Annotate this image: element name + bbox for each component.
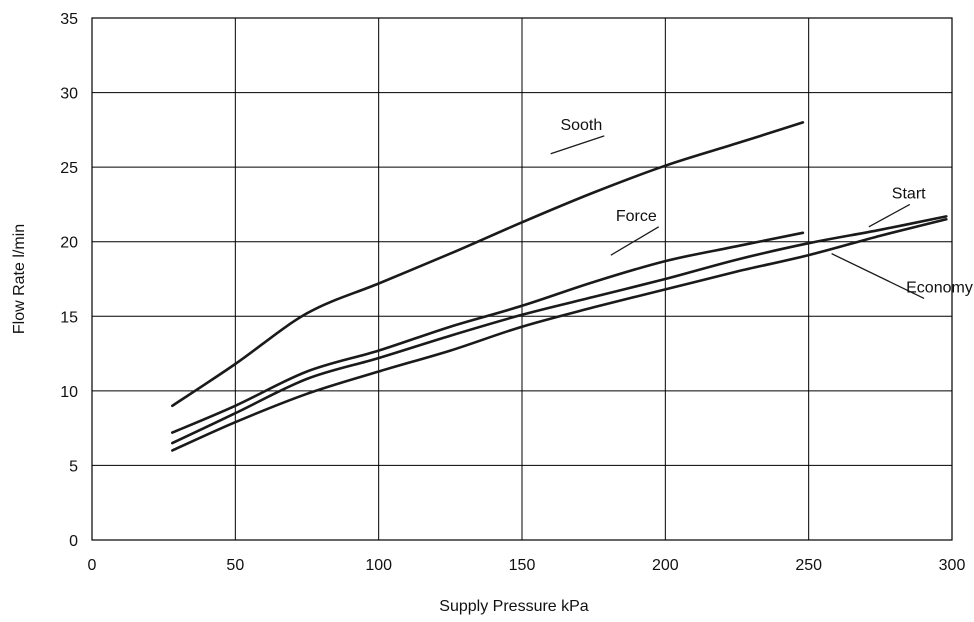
plot-area-frame: [91, 17, 953, 541]
series-line-economy: [171, 218, 948, 452]
x-tick-label: 300: [939, 557, 966, 574]
series-labels: Sooth Force Start Economy: [550, 117, 973, 300]
x-tick-label: 200: [652, 557, 679, 574]
series-line-sooth: [171, 121, 805, 408]
y-axis-title: Flow Rate l/min: [11, 224, 28, 334]
x-tick-label: 250: [795, 557, 822, 574]
y-axis-ticks: 0 5 10 15 20 25 30 35: [60, 11, 78, 550]
leader-line-economy: [831, 253, 925, 300]
x-tick-label: 50: [226, 557, 244, 574]
y-tick-label: 30: [60, 86, 78, 103]
series-lines: [171, 121, 948, 452]
series-label-force: Force: [616, 208, 657, 225]
x-tick-label: 0: [88, 557, 97, 574]
x-tick-label: 150: [509, 557, 536, 574]
y-tick-label: 25: [60, 160, 78, 177]
series-label-start: Start: [892, 185, 926, 202]
grid-lines: [91, 17, 953, 541]
x-axis-ticks: 0 50 100 150 200 250 300: [88, 557, 966, 574]
leader-line-sooth: [550, 135, 605, 155]
x-axis-title: Supply Pressure kPa: [439, 598, 589, 615]
series-line-force: [171, 231, 805, 434]
leader-line-force: [610, 226, 660, 256]
series-label-economy: Economy: [906, 279, 973, 296]
y-tick-label: 15: [60, 309, 78, 326]
y-tick-label: 10: [60, 384, 78, 401]
y-tick-label: 35: [60, 11, 78, 28]
series-label-sooth: Sooth: [560, 117, 602, 134]
y-tick-label: 0: [69, 533, 78, 550]
y-tick-label: 20: [60, 235, 78, 252]
series-line-start: [171, 215, 948, 445]
x-tick-label: 100: [365, 557, 392, 574]
y-tick-label: 5: [69, 458, 78, 475]
leader-line-start: [868, 203, 911, 228]
